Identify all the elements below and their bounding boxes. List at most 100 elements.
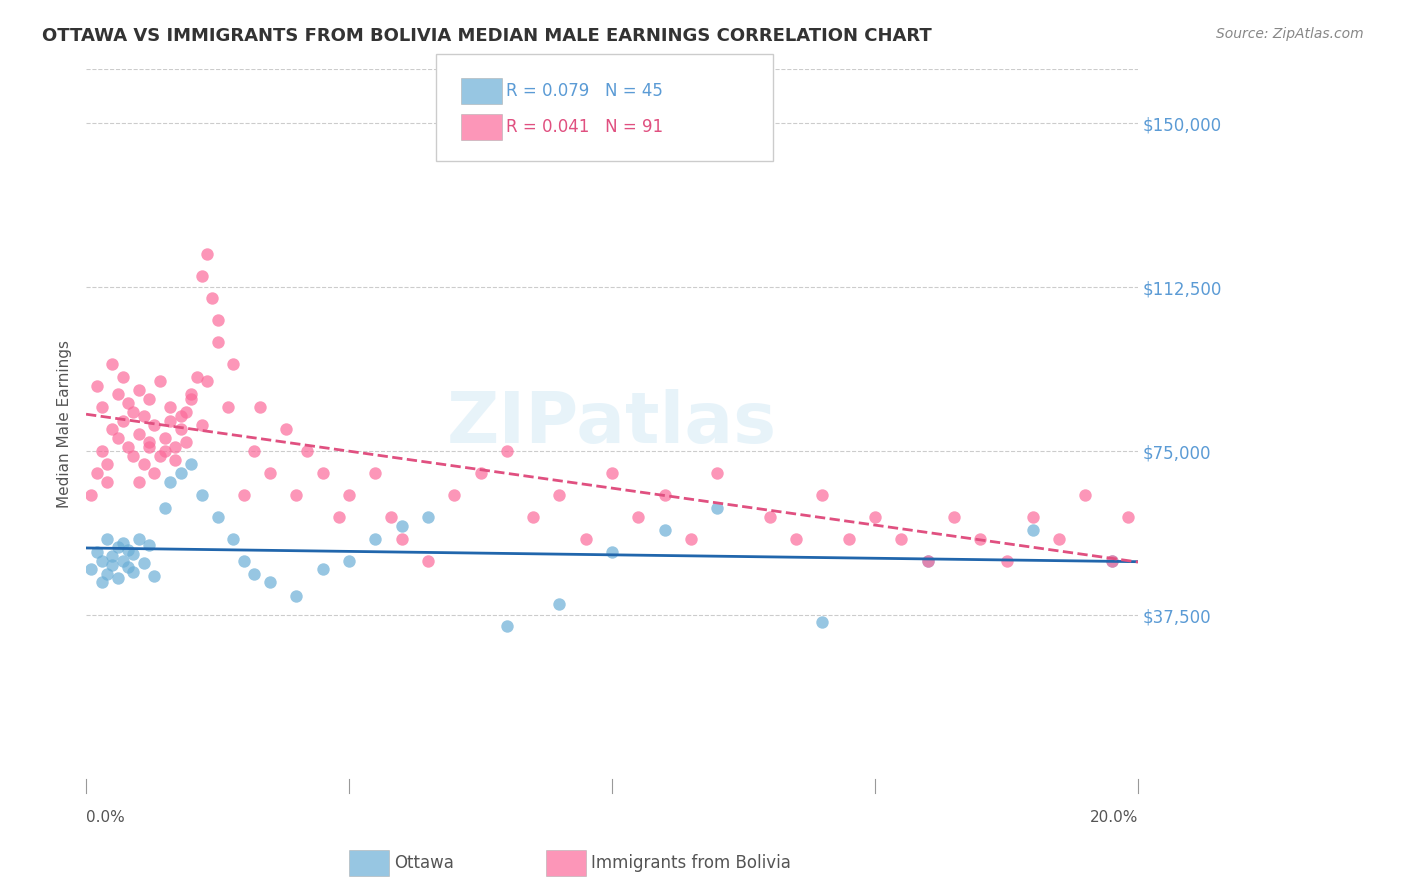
Point	[107, 571, 129, 585]
Point	[942, 509, 965, 524]
Y-axis label: Median Male Earnings: Median Male Earnings	[58, 340, 72, 508]
Text: Immigrants from Bolivia: Immigrants from Bolivia	[591, 854, 790, 871]
Point	[143, 417, 166, 432]
Point	[627, 509, 650, 524]
Point	[391, 518, 413, 533]
Point	[364, 532, 387, 546]
Point	[86, 545, 108, 559]
Point	[180, 392, 202, 406]
Point	[111, 414, 134, 428]
Point	[328, 509, 350, 524]
Point	[159, 475, 181, 489]
Point	[232, 488, 254, 502]
Point	[243, 566, 266, 581]
Point	[249, 401, 271, 415]
Point	[86, 378, 108, 392]
Point	[222, 357, 245, 371]
Point	[890, 532, 912, 546]
Point	[107, 431, 129, 445]
Text: Ottawa: Ottawa	[394, 854, 454, 871]
Point	[90, 444, 112, 458]
Point	[811, 488, 834, 502]
Point	[232, 553, 254, 567]
Point	[101, 558, 124, 572]
Point	[600, 466, 623, 480]
Point	[195, 247, 218, 261]
Point	[138, 440, 160, 454]
Point	[495, 619, 517, 633]
Point	[191, 269, 214, 284]
Point	[101, 549, 124, 564]
Point	[96, 532, 118, 546]
Point	[174, 435, 197, 450]
Point	[207, 334, 229, 349]
Point	[706, 501, 728, 516]
Point	[96, 566, 118, 581]
Point	[548, 597, 571, 611]
Point	[111, 536, 134, 550]
Point	[132, 409, 155, 424]
Text: R = 0.079   N = 45: R = 0.079 N = 45	[506, 82, 664, 100]
Point	[180, 458, 202, 472]
Point	[312, 466, 335, 480]
Point	[1101, 553, 1123, 567]
Point	[380, 509, 402, 524]
Point	[600, 545, 623, 559]
Point	[122, 565, 145, 579]
Point	[80, 562, 103, 576]
Point	[101, 357, 124, 371]
Point	[1101, 553, 1123, 567]
Point	[111, 370, 134, 384]
Point	[195, 374, 218, 388]
Point	[470, 466, 492, 480]
Point	[285, 488, 308, 502]
Point	[679, 532, 702, 546]
Point	[159, 414, 181, 428]
Point	[863, 509, 886, 524]
Point	[337, 553, 360, 567]
Point	[111, 553, 134, 567]
Point	[180, 387, 202, 401]
Point	[217, 401, 239, 415]
Point	[138, 538, 160, 552]
Text: ZIPatlas: ZIPatlas	[447, 390, 778, 458]
Point	[170, 466, 193, 480]
Point	[86, 466, 108, 480]
Point	[107, 541, 129, 555]
Text: R = 0.041   N = 91: R = 0.041 N = 91	[506, 118, 664, 136]
Point	[96, 475, 118, 489]
Point	[149, 374, 172, 388]
Point	[759, 509, 782, 524]
Point	[443, 488, 465, 502]
Point	[122, 547, 145, 561]
Point	[138, 392, 160, 406]
Point	[917, 553, 939, 567]
Point	[654, 523, 676, 537]
Point	[90, 401, 112, 415]
Point	[1022, 523, 1045, 537]
Point	[295, 444, 318, 458]
Point	[312, 562, 335, 576]
Point	[259, 466, 281, 480]
Point	[191, 488, 214, 502]
Point	[132, 458, 155, 472]
Point	[117, 396, 139, 410]
Point	[153, 501, 176, 516]
Point	[143, 466, 166, 480]
Point	[706, 466, 728, 480]
Point	[153, 444, 176, 458]
Point	[153, 431, 176, 445]
Point	[159, 401, 181, 415]
Point	[128, 426, 150, 441]
Point	[811, 615, 834, 629]
Point	[337, 488, 360, 502]
Point	[1116, 509, 1139, 524]
Point	[416, 509, 439, 524]
Text: 0.0%: 0.0%	[86, 810, 125, 825]
Point	[117, 560, 139, 574]
Point	[416, 553, 439, 567]
Point	[101, 422, 124, 436]
Point	[165, 440, 187, 454]
Point	[122, 449, 145, 463]
Point	[201, 291, 224, 305]
